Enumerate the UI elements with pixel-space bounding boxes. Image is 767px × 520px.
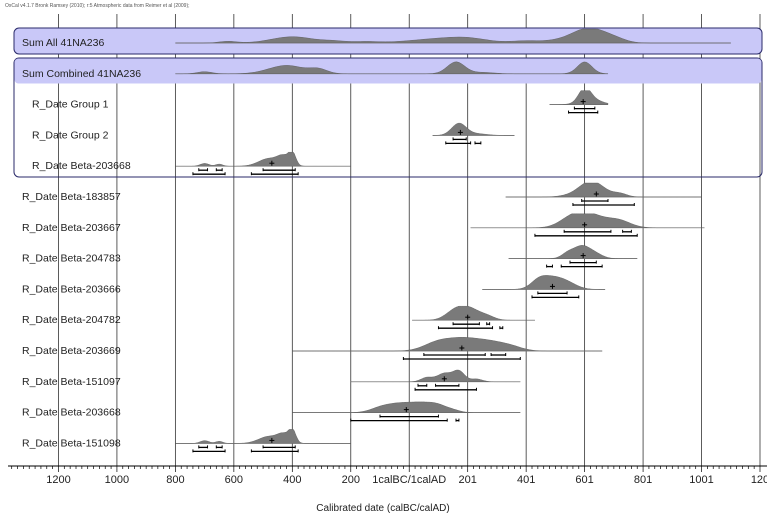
groups xyxy=(13,27,763,178)
row-label: R_Date Beta-204783 xyxy=(22,253,121,265)
x-axis-label: Calibrated date (calBC/calAD) xyxy=(316,503,449,514)
row-label: R_Date Beta-183857 xyxy=(22,191,121,203)
distribution xyxy=(505,182,702,198)
distribution xyxy=(175,429,351,444)
x-tick-label: 600 xyxy=(225,474,243,486)
row-label: R_Date Beta-203668 xyxy=(22,407,121,419)
distribution xyxy=(470,213,705,228)
grid xyxy=(58,14,761,466)
distribution xyxy=(412,306,535,321)
distribution xyxy=(432,122,515,136)
group-box-combined xyxy=(13,57,763,178)
distribution xyxy=(175,61,609,75)
x-tick-label: 1001 xyxy=(689,474,713,486)
row-label: Sum Combined 41NA236 xyxy=(22,68,141,80)
row-label: Sum All 41NA236 xyxy=(22,37,104,49)
row-label: R_Date Beta-204782 xyxy=(22,314,121,326)
x-tick-label: 1000 xyxy=(105,474,129,486)
distribution xyxy=(549,90,609,105)
x-tick-label: 200 xyxy=(342,474,360,486)
x-tick-label: 1200 xyxy=(46,474,70,486)
row-label: R_Date Group 1 xyxy=(32,99,109,111)
x-axis: 1200 1000 800 600 400 200 1calBC/1calAD 201 401 6… xyxy=(8,465,767,486)
row-label: R_Date Beta-151098 xyxy=(22,437,121,449)
row-labels: Sum All 41NA236 Sum Combined 41NA236 R_Dat… xyxy=(22,37,141,449)
distributions xyxy=(175,28,731,453)
x-tick-label: 1calBC/1calAD xyxy=(372,474,446,486)
x-tick-label: 201 xyxy=(459,474,477,486)
distribution xyxy=(292,337,603,352)
x-tick-label: 801 xyxy=(634,474,652,486)
distribution xyxy=(482,275,606,290)
row-label: R_Date Beta-203666 xyxy=(22,283,121,295)
x-tick-label: 601 xyxy=(575,474,593,486)
row-label: R_Date Beta-151097 xyxy=(22,376,121,388)
group-header-combined xyxy=(14,58,762,84)
row-label: R_Date Beta-203669 xyxy=(22,345,121,357)
row-label: R_Date Beta-203667 xyxy=(22,222,121,234)
distribution xyxy=(175,28,731,44)
x-tick-label: 120 xyxy=(751,474,767,486)
distribution xyxy=(175,152,351,167)
group-box-sum-all xyxy=(13,27,763,55)
distribution xyxy=(508,245,638,259)
row-label: R_Date Beta-203668 xyxy=(32,160,131,172)
chart-header: OxCal v4.1.7 Bronk Ramsey (2010); r:5 At… xyxy=(5,3,190,9)
row-label: R_Date Group 2 xyxy=(32,129,109,141)
distribution xyxy=(350,369,521,382)
x-tick-label: 400 xyxy=(283,474,301,486)
x-tick-label: 401 xyxy=(517,474,535,486)
x-tick-label: 800 xyxy=(166,474,184,486)
